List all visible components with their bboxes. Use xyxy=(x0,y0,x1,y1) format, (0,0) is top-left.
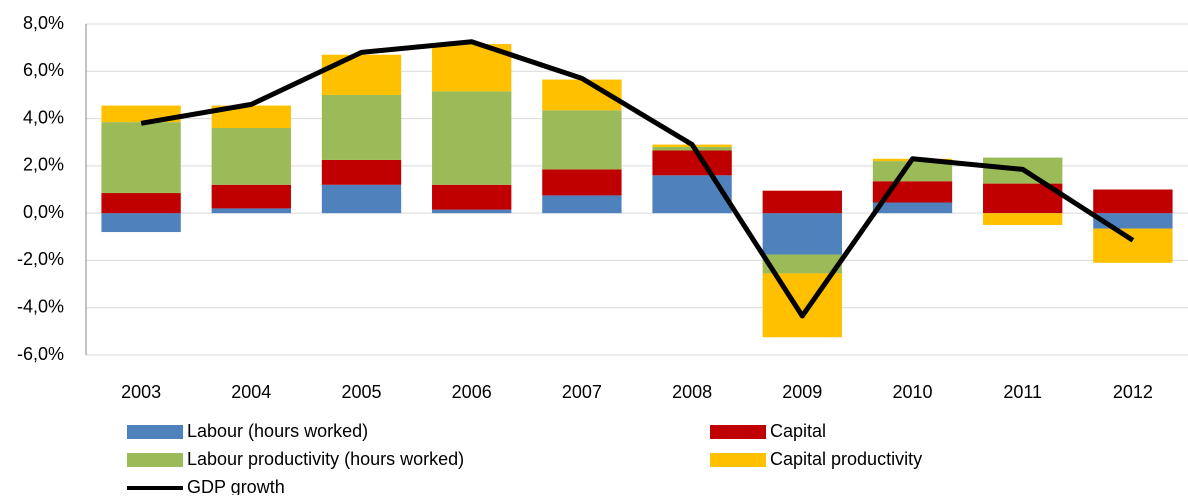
bar xyxy=(542,110,622,170)
x-tick-label: 2005 xyxy=(341,382,381,402)
legend-swatch xyxy=(127,425,183,439)
x-tick-label: 2003 xyxy=(121,382,161,402)
bar xyxy=(321,54,402,95)
bar xyxy=(211,105,291,129)
bar xyxy=(432,91,512,185)
bar xyxy=(211,184,291,209)
bar xyxy=(542,195,622,214)
y-tick-label: -6,0% xyxy=(17,344,64,364)
bar xyxy=(211,128,291,185)
legend-label: Labour productivity (hours worked) xyxy=(187,449,464,469)
bar xyxy=(762,254,842,274)
bar xyxy=(432,184,512,210)
bar xyxy=(432,209,512,214)
bar xyxy=(321,184,402,214)
y-tick-label: 6,0% xyxy=(23,60,64,80)
bar xyxy=(101,213,181,233)
x-tick-label: 2004 xyxy=(231,382,271,402)
bar xyxy=(321,94,402,160)
y-tick-label: -2,0% xyxy=(17,249,64,269)
bar xyxy=(542,169,622,196)
bar xyxy=(652,175,732,214)
bar xyxy=(762,273,842,338)
bar xyxy=(872,202,953,214)
bar xyxy=(101,193,181,214)
y-tick-label: 0,0% xyxy=(23,202,64,222)
legend-label: Capital xyxy=(770,421,826,441)
bar xyxy=(762,190,842,214)
legend-swatch xyxy=(127,453,183,467)
x-tick-label: 2009 xyxy=(782,382,822,402)
bar xyxy=(983,213,1063,225)
bar xyxy=(101,122,181,194)
legend-swatch xyxy=(710,425,766,439)
bar xyxy=(652,150,732,176)
bar xyxy=(872,161,953,182)
legend-swatch xyxy=(710,453,766,467)
bar xyxy=(762,213,842,255)
bar xyxy=(1093,228,1173,263)
x-tick-label: 2008 xyxy=(672,382,712,402)
y-tick-label: -4,0% xyxy=(17,296,64,316)
legend-label: GDP growth xyxy=(187,477,285,495)
bar xyxy=(211,208,291,214)
y-tick-label: 4,0% xyxy=(23,107,64,127)
y-tick-label: 2,0% xyxy=(23,155,64,175)
x-tick-label: 2006 xyxy=(452,382,492,402)
legend-label: Capital productivity xyxy=(770,449,922,469)
bar xyxy=(321,159,402,185)
legend-label: Labour (hours worked) xyxy=(187,421,368,441)
x-tick-label: 2011 xyxy=(1003,382,1042,402)
x-tick-label: 2007 xyxy=(562,382,602,402)
line xyxy=(140,39,1135,319)
bar xyxy=(1093,189,1173,214)
y-tick-label: 8,0% xyxy=(23,13,64,33)
x-tick-label: 2012 xyxy=(1113,382,1153,402)
x-tick-label: 2010 xyxy=(892,382,932,402)
